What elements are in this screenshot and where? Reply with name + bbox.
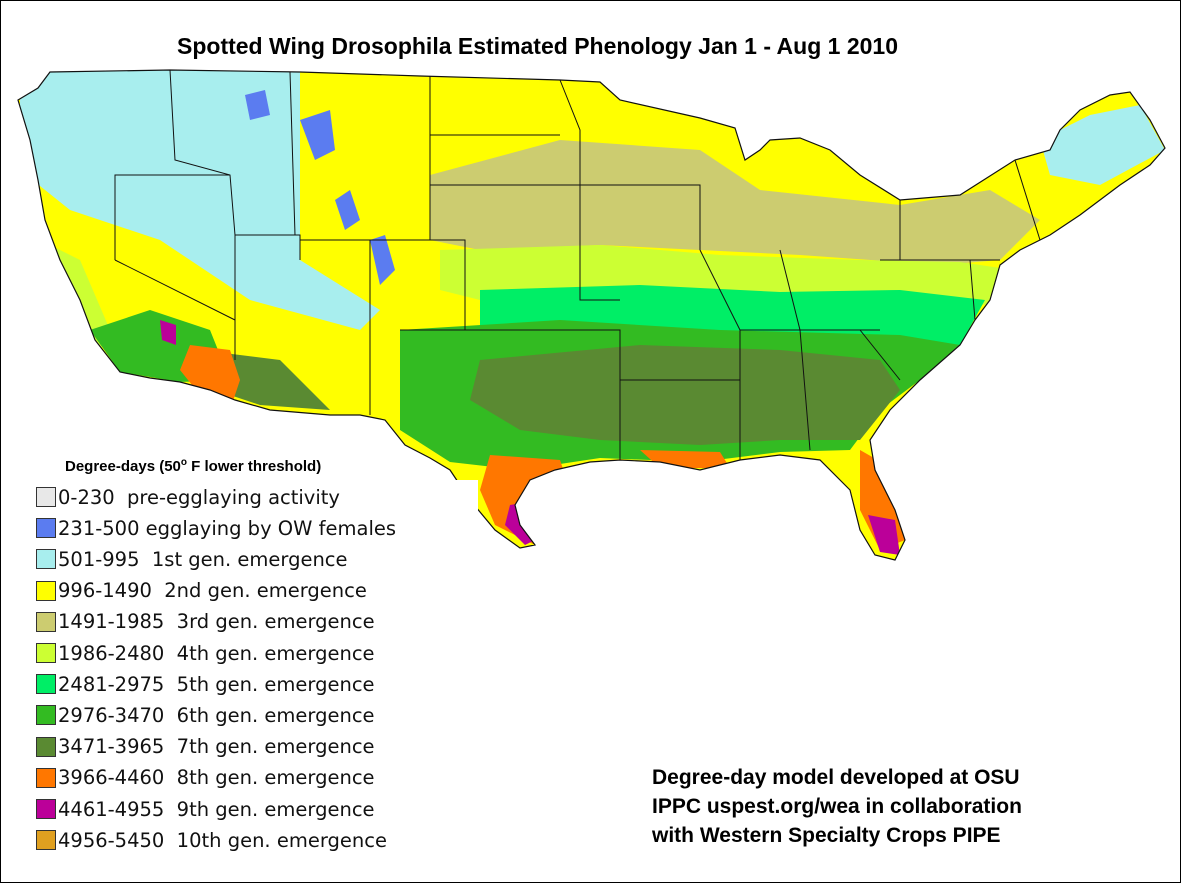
state-boundary xyxy=(580,184,701,250)
state-boundary xyxy=(559,79,620,301)
state-boundary xyxy=(114,174,230,260)
legend-swatch xyxy=(36,830,56,851)
zone-egglaying-mountains-4 xyxy=(245,90,270,120)
legend-label: 3966-4460 8th gen. emergence xyxy=(58,766,375,790)
legend-label: 1491-1985 3rd gen. emergence xyxy=(58,610,375,634)
legend-item: 3966-4460 8th gen. emergence xyxy=(36,764,375,792)
legend-swatch xyxy=(36,736,56,757)
zone-1st-gen-maine xyxy=(1040,105,1165,185)
zone-3rd-gen-plains xyxy=(430,140,1040,265)
legend-item: 1491-1985 3rd gen. emergence xyxy=(36,608,375,636)
legend-label: 3471-3965 7th gen. emergence xyxy=(58,735,375,759)
state-boundaries xyxy=(114,69,1041,460)
legend-swatch xyxy=(36,767,56,788)
state-boundary xyxy=(300,239,466,331)
credit-line-3: with Western Specialty Crops PIPE xyxy=(652,824,1001,847)
state-boundary xyxy=(1014,159,1041,241)
legend-swatch xyxy=(36,487,56,507)
legend-label: 231-500 egglaying by OW females xyxy=(58,516,397,540)
legend-label: 0-230 pre-egglaying activity xyxy=(58,485,340,509)
legend-item: 0-230 pre-egglaying activity xyxy=(36,483,340,511)
legend-title: Degree-days (50o F lower threshold) xyxy=(63,457,326,475)
legend-item: 3471-3965 7th gen. emergence xyxy=(36,733,375,761)
legend-item: 1986-2480 4th gen. emergence xyxy=(36,639,375,667)
legend-swatch xyxy=(36,799,56,819)
legend-swatch xyxy=(36,674,56,695)
zone-egglaying-mountains-2 xyxy=(335,190,360,230)
zone-9th-gen-florida xyxy=(868,515,900,555)
legend-title-degree: o xyxy=(180,457,188,468)
legend-item: 231-500 egglaying by OW females xyxy=(36,514,396,542)
legend-label: 2481-2975 5th gen. emergence xyxy=(58,672,375,696)
map-title: Spotted Wing Drosophila Estimated Phenol… xyxy=(177,33,898,59)
zone-egglaying-mountains-1 xyxy=(300,110,335,160)
legend-swatch xyxy=(36,518,56,539)
legend-item: 2976-3470 6th gen. emergence xyxy=(36,701,375,729)
legend-label: 1986-2480 4th gen. emergence xyxy=(58,641,375,665)
zone-9th-gen-valley xyxy=(160,320,176,345)
legend-item: 501-995 1st gen. emergence xyxy=(36,545,348,573)
legend-item: 996-1490 2nd gen. emergence xyxy=(36,577,367,605)
state-boundary xyxy=(465,329,621,460)
legend-item: 2481-2975 5th gen. emergence xyxy=(36,670,375,698)
legend-label: 4461-4955 9th gen. emergence xyxy=(58,797,375,821)
legend-item: 4956-5450 10th gen. emergence xyxy=(36,826,387,854)
legend-item: 4461-4955 9th gen. emergence xyxy=(36,795,375,823)
credit-text: Degree-day model developed at OSU IPPC u… xyxy=(652,763,1152,850)
legend-label: 4956-5450 10th gen. emergence xyxy=(58,828,387,852)
legend-swatch xyxy=(36,705,56,726)
state-boundary xyxy=(859,329,901,381)
credit-line-2: IPPC uspest.org/wea in collaboration xyxy=(652,795,1022,818)
legend-title-main: Degree-days (50 xyxy=(65,458,181,475)
legend-swatch xyxy=(36,611,56,632)
legend-title-rest: F lower threshold) xyxy=(187,458,322,475)
us-outline xyxy=(17,69,1166,561)
legend-label: 996-1490 2nd gen. emergence xyxy=(58,579,367,603)
zone-1st-gen-northwest xyxy=(20,70,380,330)
zone-egglaying-mountains-3 xyxy=(370,235,395,285)
legend-swatch xyxy=(36,643,56,663)
credit-line-1: Degree-day model developed at OSU xyxy=(652,766,1020,789)
state-boundary xyxy=(289,71,296,236)
legend-label: 2976-3470 6th gen. emergence xyxy=(58,703,375,727)
state-boundary xyxy=(779,249,811,451)
legend-swatch xyxy=(36,549,56,570)
legend-swatch xyxy=(36,580,56,601)
zone-8th-gen-desert xyxy=(180,345,240,410)
zone-7th-gen xyxy=(470,345,900,445)
state-boundary xyxy=(169,69,301,260)
state-boundary xyxy=(114,259,236,321)
state-boundary xyxy=(969,259,976,321)
legend-panel xyxy=(33,480,478,860)
legend-label: 501-995 1st gen. emergence xyxy=(58,547,348,571)
